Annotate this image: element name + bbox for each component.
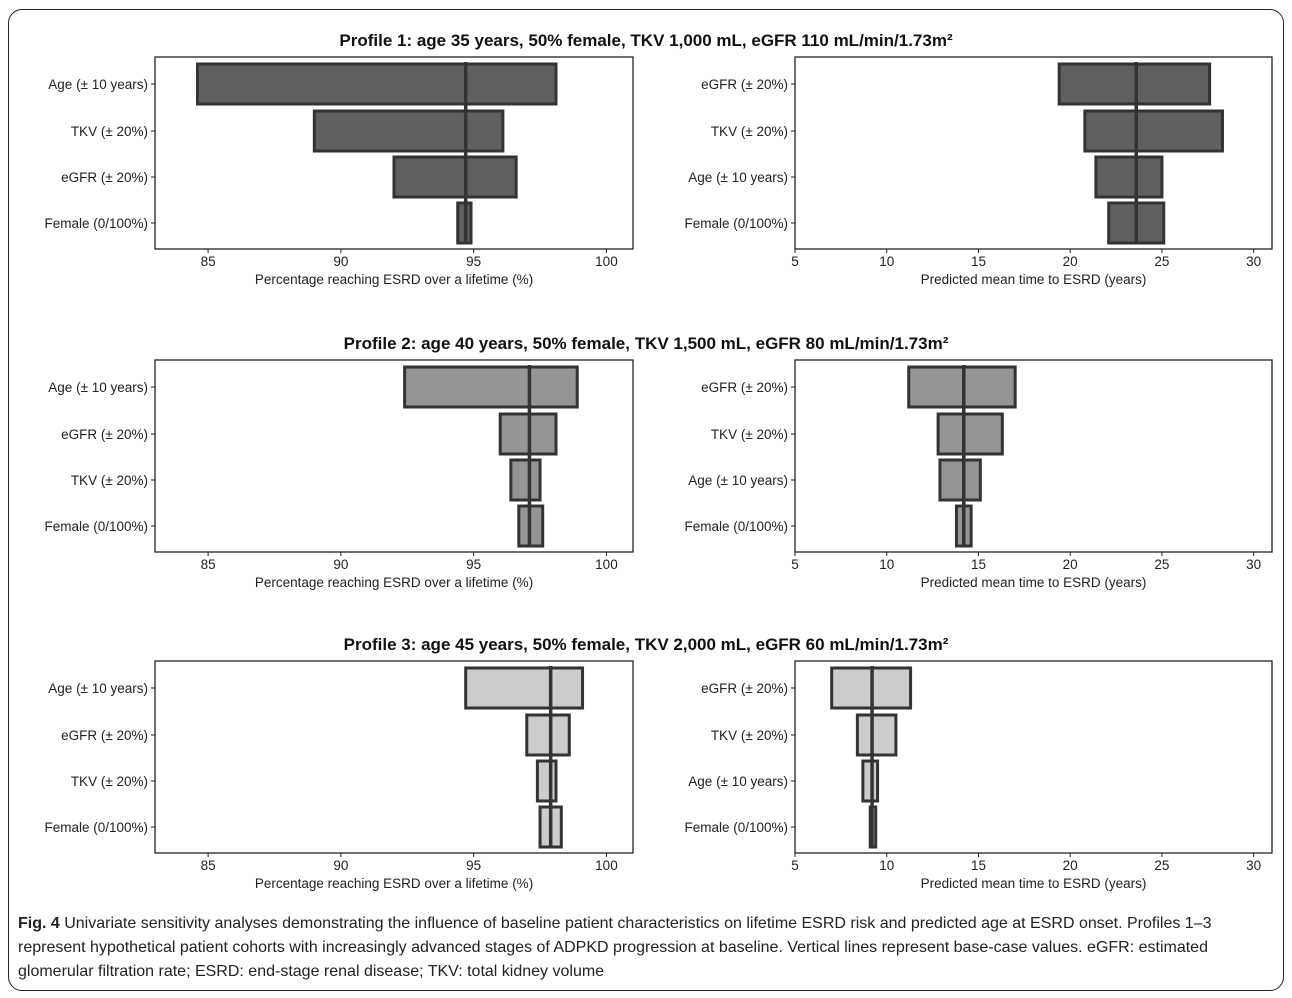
y-tick-label: TKV (± 20%) [711,427,788,442]
x-axis-label: Predicted mean time to ESRD (years) [921,876,1147,891]
tornado-bar [509,458,542,502]
figure-frame [8,9,1284,991]
tornado-bar [1057,62,1212,106]
tornado-bar [938,458,982,502]
tornado-bar [392,155,518,199]
x-tick-label: 100 [595,557,618,572]
tornado-bar [907,365,1017,409]
tornado-bar [535,759,558,803]
y-tick-label: eGFR (± 20%) [61,427,148,442]
tornado-bar [464,666,585,710]
x-tick-label: 30 [1246,858,1261,873]
x-tick-label: 15 [971,858,986,873]
y-tick-label: Age (± 10 years) [48,77,148,92]
x-tick-label: 25 [1154,557,1169,572]
y-tick-label: eGFR (± 20%) [61,170,148,185]
y-tick-label: TKV (± 20%) [71,124,148,139]
tornado-bar [861,759,880,803]
x-axis-label: Predicted mean time to ESRD (years) [921,575,1147,590]
y-tick-label: Age (± 10 years) [48,380,148,395]
p1-pct-panel: Profile 1: age 35 years, 50% female, TKV… [44,31,952,287]
y-tick-label: Age (± 10 years) [48,681,148,696]
y-tick-label: TKV (± 20%) [711,124,788,139]
y-tick-label: Female (0/100%) [684,820,788,835]
y-tick-label: eGFR (± 20%) [61,728,148,743]
tornado-bar [403,365,579,409]
x-tick-label: 90 [333,557,348,572]
tornado-bar [312,109,505,153]
x-tick-label: 15 [971,557,986,572]
x-axis-label: Percentage reaching ESRD over a lifetime… [255,876,533,891]
p3-pct-panel: Profile 3: age 45 years, 50% female, TKV… [44,635,948,891]
x-tick-label: 85 [201,254,216,269]
x-axis-label: Percentage reaching ESRD over a lifetime… [255,272,533,287]
tornado-bar [1094,155,1164,199]
x-tick-label: 5 [791,254,799,269]
p3-time-panel: eGFR (± 20%) TKV (± 20%) Age (± 10 years) F… [684,660,1273,891]
tornado-bar [936,412,1004,456]
y-tick-label: eGFR (± 20%) [701,77,788,92]
x-axis-label: Percentage reaching ESRD over a lifetime… [255,575,533,590]
y-tick-label: Female (0/100%) [684,519,788,534]
y-tick-label: Female (0/100%) [44,519,148,534]
axis-frame [794,359,1273,553]
x-tick-label: 15 [971,254,986,269]
y-tick-label: Female (0/100%) [44,216,148,231]
profile-title: Profile 1: age 35 years, 50% female, TKV… [339,31,953,50]
y-tick-label: TKV (± 20%) [711,728,788,743]
x-tick-label: 25 [1154,254,1169,269]
x-tick-label: 10 [879,858,894,873]
figure-caption: Fig. 4 Univariate sensitivity analyses d… [18,912,1278,984]
x-tick-label: 100 [595,858,618,873]
x-tick-label: 20 [1063,557,1078,572]
caption-text: Univariate sensitivity analyses demonstr… [18,915,1212,980]
x-tick-label: 85 [201,858,216,873]
x-tick-label: 20 [1063,254,1078,269]
profile-title: Profile 2: age 40 years, 50% female, TKV… [344,334,949,353]
caption-label: Fig. 4 [18,915,60,932]
y-tick-label: Female (0/100%) [44,820,148,835]
tornado-bar [525,713,571,757]
x-tick-label: 100 [595,254,618,269]
x-tick-label: 90 [333,858,348,873]
tornado-bar [1083,109,1224,153]
x-tick-label: 85 [201,557,216,572]
x-tick-label: 5 [791,557,799,572]
p2-pct-panel: Profile 2: age 40 years, 50% female, TKV… [44,334,948,590]
x-tick-label: 90 [333,254,348,269]
y-tick-label: Age (± 10 years) [688,473,788,488]
x-tick-label: 10 [879,254,894,269]
y-tick-label: Female (0/100%) [684,216,788,231]
x-tick-label: 30 [1246,254,1261,269]
x-tick-label: 95 [466,557,481,572]
p1-time-panel: eGFR (± 20%) TKV (± 20%) Age (± 10 years) F… [684,56,1273,287]
y-tick-label: eGFR (± 20%) [701,681,788,696]
tornado-bar [855,713,898,757]
x-tick-label: 95 [466,858,481,873]
x-tick-label: 25 [1154,858,1169,873]
y-tick-label: Age (± 10 years) [688,774,788,789]
x-tick-label: 20 [1063,858,1078,873]
x-tick-label: 10 [879,557,894,572]
x-axis-label: Predicted mean time to ESRD (years) [921,272,1147,287]
y-tick-label: eGFR (± 20%) [701,380,788,395]
p2-time-panel: eGFR (± 20%) TKV (± 20%) Age (± 10 years) F… [684,359,1273,590]
x-tick-label: 30 [1246,557,1261,572]
x-tick-label: 95 [466,254,481,269]
profile-title: Profile 3: age 45 years, 50% female, TKV… [344,635,949,654]
y-tick-label: TKV (± 20%) [71,473,148,488]
y-tick-label: TKV (± 20%) [71,774,148,789]
x-tick-label: 5 [791,858,799,873]
tornado-bar [195,62,558,106]
y-tick-label: Age (± 10 years) [688,170,788,185]
